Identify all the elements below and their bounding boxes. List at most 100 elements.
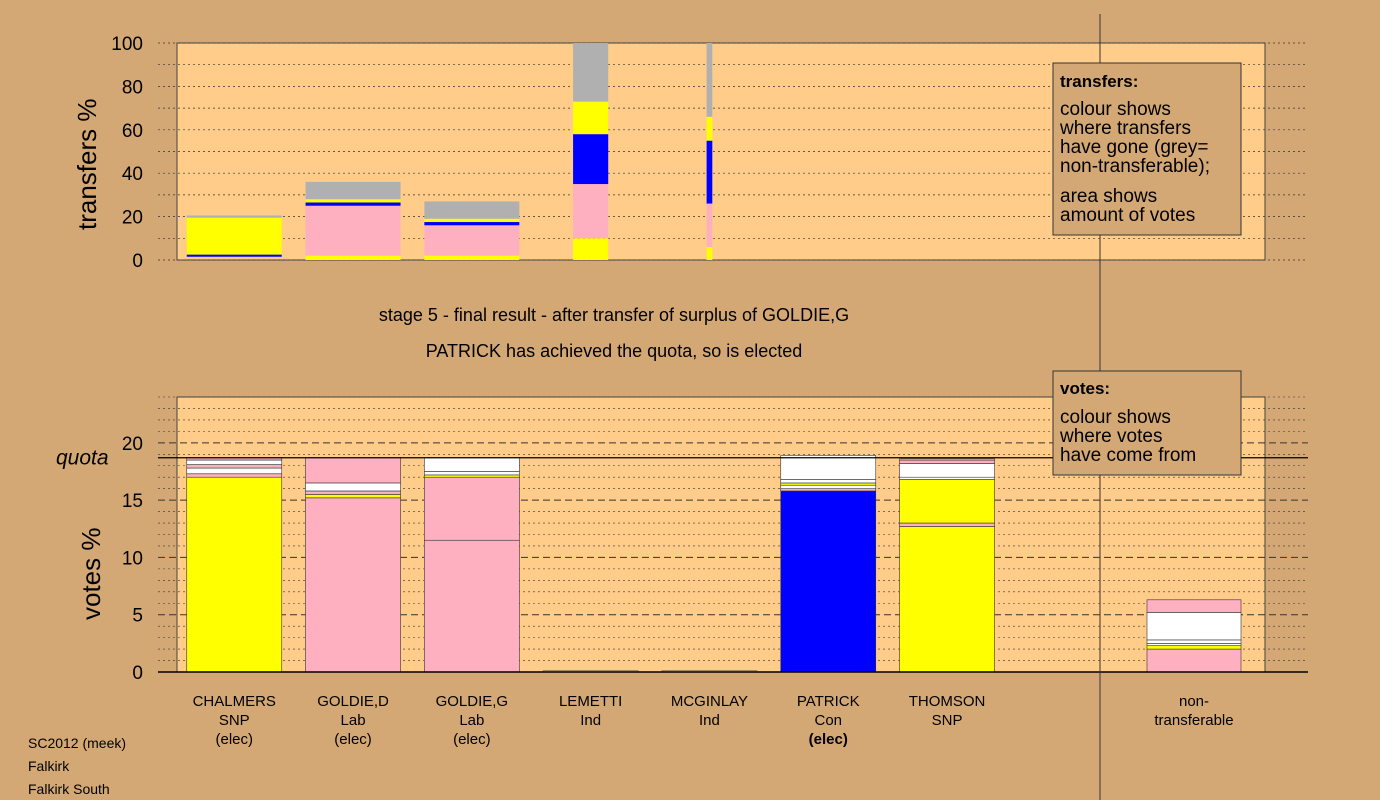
candidate-label: LEMETTI	[559, 693, 622, 710]
transfer-segment	[186, 217, 282, 255]
transfer-segment	[424, 225, 520, 256]
vote-segment	[424, 471, 520, 476]
transfers-legend-line: colour shows	[1060, 99, 1171, 120]
candidate-label: Lab	[341, 712, 366, 729]
vote-segment	[305, 457, 401, 484]
candidate-label: PATRICK	[797, 693, 860, 710]
vote-segment	[186, 459, 283, 465]
vote-segment	[1146, 645, 1242, 650]
vote-segment	[780, 490, 877, 673]
vote-segment	[1146, 599, 1242, 613]
votes-legend-heading: votes:	[1060, 379, 1110, 398]
transfer-segment	[706, 246, 713, 260]
transfer-segment	[305, 202, 401, 206]
vote-segment	[899, 476, 995, 480]
vote-segment	[305, 494, 401, 499]
footer-ward: Falkirk South	[28, 781, 110, 797]
vote-segment	[899, 459, 995, 464]
elected-caption: PATRICK has achieved the quota, so is el…	[426, 341, 803, 361]
vote-segment	[780, 482, 877, 486]
y-tick-label: 10	[122, 548, 143, 569]
y-tick-label: 20	[122, 208, 143, 229]
vote-segment	[780, 455, 877, 480]
candidate-label: (elec)	[215, 731, 253, 748]
transfer-segment	[424, 255, 520, 260]
votes-y-ticks: 0 5 10 15 20	[122, 434, 143, 684]
y-tick-label: 60	[122, 121, 143, 142]
votes-y-axis-title: votes %	[76, 528, 106, 621]
y-tick-label: 80	[122, 77, 143, 98]
candidate-labels: CHALMERS SNP (elec) GOLDIE,D Lab (elec) GOLDIE…	[193, 693, 1234, 748]
vote-segment	[1146, 612, 1242, 641]
transfer-segment	[186, 215, 282, 218]
vote-segment	[780, 488, 877, 492]
y-tick-label: 40	[122, 164, 143, 185]
vote-segment	[186, 473, 283, 478]
candidate-label: GOLDIE,D	[317, 693, 389, 710]
vote-segment	[780, 484, 877, 489]
vote-segment	[899, 463, 995, 478]
votes-legend-box	[1052, 370, 1242, 476]
y-tick-label: 0	[132, 663, 143, 684]
vote-segment	[899, 458, 995, 461]
transfer-segment	[573, 134, 609, 185]
vote-segment	[186, 464, 283, 469]
transfers-y-axis-title: transfers %	[72, 99, 102, 231]
transfer-segment	[424, 201, 520, 219]
transfer-segment	[573, 184, 609, 239]
transfer-segment	[706, 203, 713, 247]
vote-segment	[424, 474, 520, 478]
candidate-label: CHALMERS	[193, 693, 276, 710]
quota-label: quota	[56, 447, 109, 470]
votes-bars	[186, 455, 1242, 673]
transfer-segment	[573, 238, 609, 260]
transfer-segment	[706, 43, 713, 117]
votes-legend-line: colour shows	[1060, 407, 1171, 428]
vote-segment	[186, 476, 283, 673]
vote-segment	[1146, 639, 1242, 644]
candidate-label: GOLDIE,G	[436, 693, 509, 710]
stage-caption: stage 5 - final result - after transfer …	[379, 305, 849, 325]
transfers-legend-heading: transfers:	[1060, 72, 1138, 91]
vote-segment	[305, 490, 401, 495]
vote-segment	[899, 526, 995, 673]
transfers-legend-line: amount of votes	[1060, 205, 1195, 226]
transfers-bars	[186, 43, 713, 260]
vote-segment	[305, 497, 401, 673]
footer-method: SC2012 (meek)	[28, 735, 126, 751]
candidate-label: (elec)	[809, 731, 848, 748]
transfer-segment	[305, 205, 401, 256]
vote-segment	[780, 479, 877, 484]
vote-segment	[424, 457, 520, 472]
y-tick-label: 15	[122, 491, 143, 512]
votes-panel: 0 5 10 15 20 votes % CHALMERS SNP (elec) GOLDIE…	[76, 396, 1308, 748]
candidate-label: Con	[814, 712, 842, 729]
transfers-legend-line: where transfers	[1059, 118, 1191, 139]
footer-council: Falkirk	[28, 758, 70, 774]
transfers-legend: transfers: colour shows where transfers …	[1052, 62, 1242, 236]
transfer-segment	[424, 222, 520, 226]
nontransferable-label: transferable	[1154, 712, 1233, 729]
candidate-label: (elec)	[334, 731, 372, 748]
nontransferable-label: non-	[1179, 693, 1209, 710]
candidate-label: SNP	[219, 712, 250, 729]
y-tick-label: 100	[111, 34, 143, 55]
transfer-segment	[305, 181, 401, 200]
transfer-segment	[305, 199, 401, 203]
y-tick-label: 5	[132, 606, 143, 627]
candidate-label: (elec)	[453, 731, 491, 748]
transfer-segment	[573, 43, 609, 102]
candidate-label: SNP	[932, 712, 963, 729]
y-tick-label: 0	[132, 251, 143, 272]
transfer-segment	[305, 255, 401, 260]
votes-legend-line: have come from	[1060, 445, 1196, 466]
transfer-segment	[186, 254, 282, 257]
transfer-segment	[706, 116, 713, 141]
votes-legend-line: where votes	[1059, 426, 1162, 447]
y-tick-label: 20	[122, 434, 143, 455]
vote-segment	[186, 467, 283, 475]
transfers-legend-box	[1052, 62, 1242, 236]
vote-segment	[424, 539, 520, 673]
transfer-segment	[573, 101, 609, 135]
